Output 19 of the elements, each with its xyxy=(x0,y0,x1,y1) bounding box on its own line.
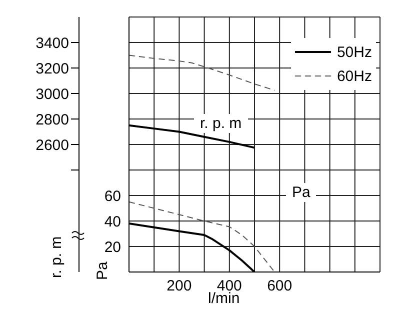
y-tick-label: 60 xyxy=(104,188,121,205)
y2-tick-label: 2800 xyxy=(36,111,69,128)
y2-tick-label: 2600 xyxy=(36,136,69,154)
line-series xyxy=(129,201,276,272)
legend-label: 50Hz xyxy=(336,44,372,60)
legend-label: 60Hz xyxy=(336,68,372,84)
y-tick-label: 40 xyxy=(104,213,121,230)
y-tick-label: 20 xyxy=(104,238,121,256)
y2-tick-label: 3200 xyxy=(36,60,69,78)
y2-tick-label: 3400 xyxy=(36,34,69,52)
annotation: r. p. m xyxy=(194,114,248,133)
y-axis-title: Pa xyxy=(94,262,111,280)
x-tick-label: 200 xyxy=(166,278,192,295)
annotation: Pa xyxy=(286,183,316,202)
y2-axis-title: r. p. m xyxy=(48,236,65,278)
x-axis-title: l/min xyxy=(208,290,240,307)
line-series xyxy=(129,54,276,91)
y2-tick-label: 3000 xyxy=(36,86,69,103)
x-tick-label: 600 xyxy=(267,278,292,295)
